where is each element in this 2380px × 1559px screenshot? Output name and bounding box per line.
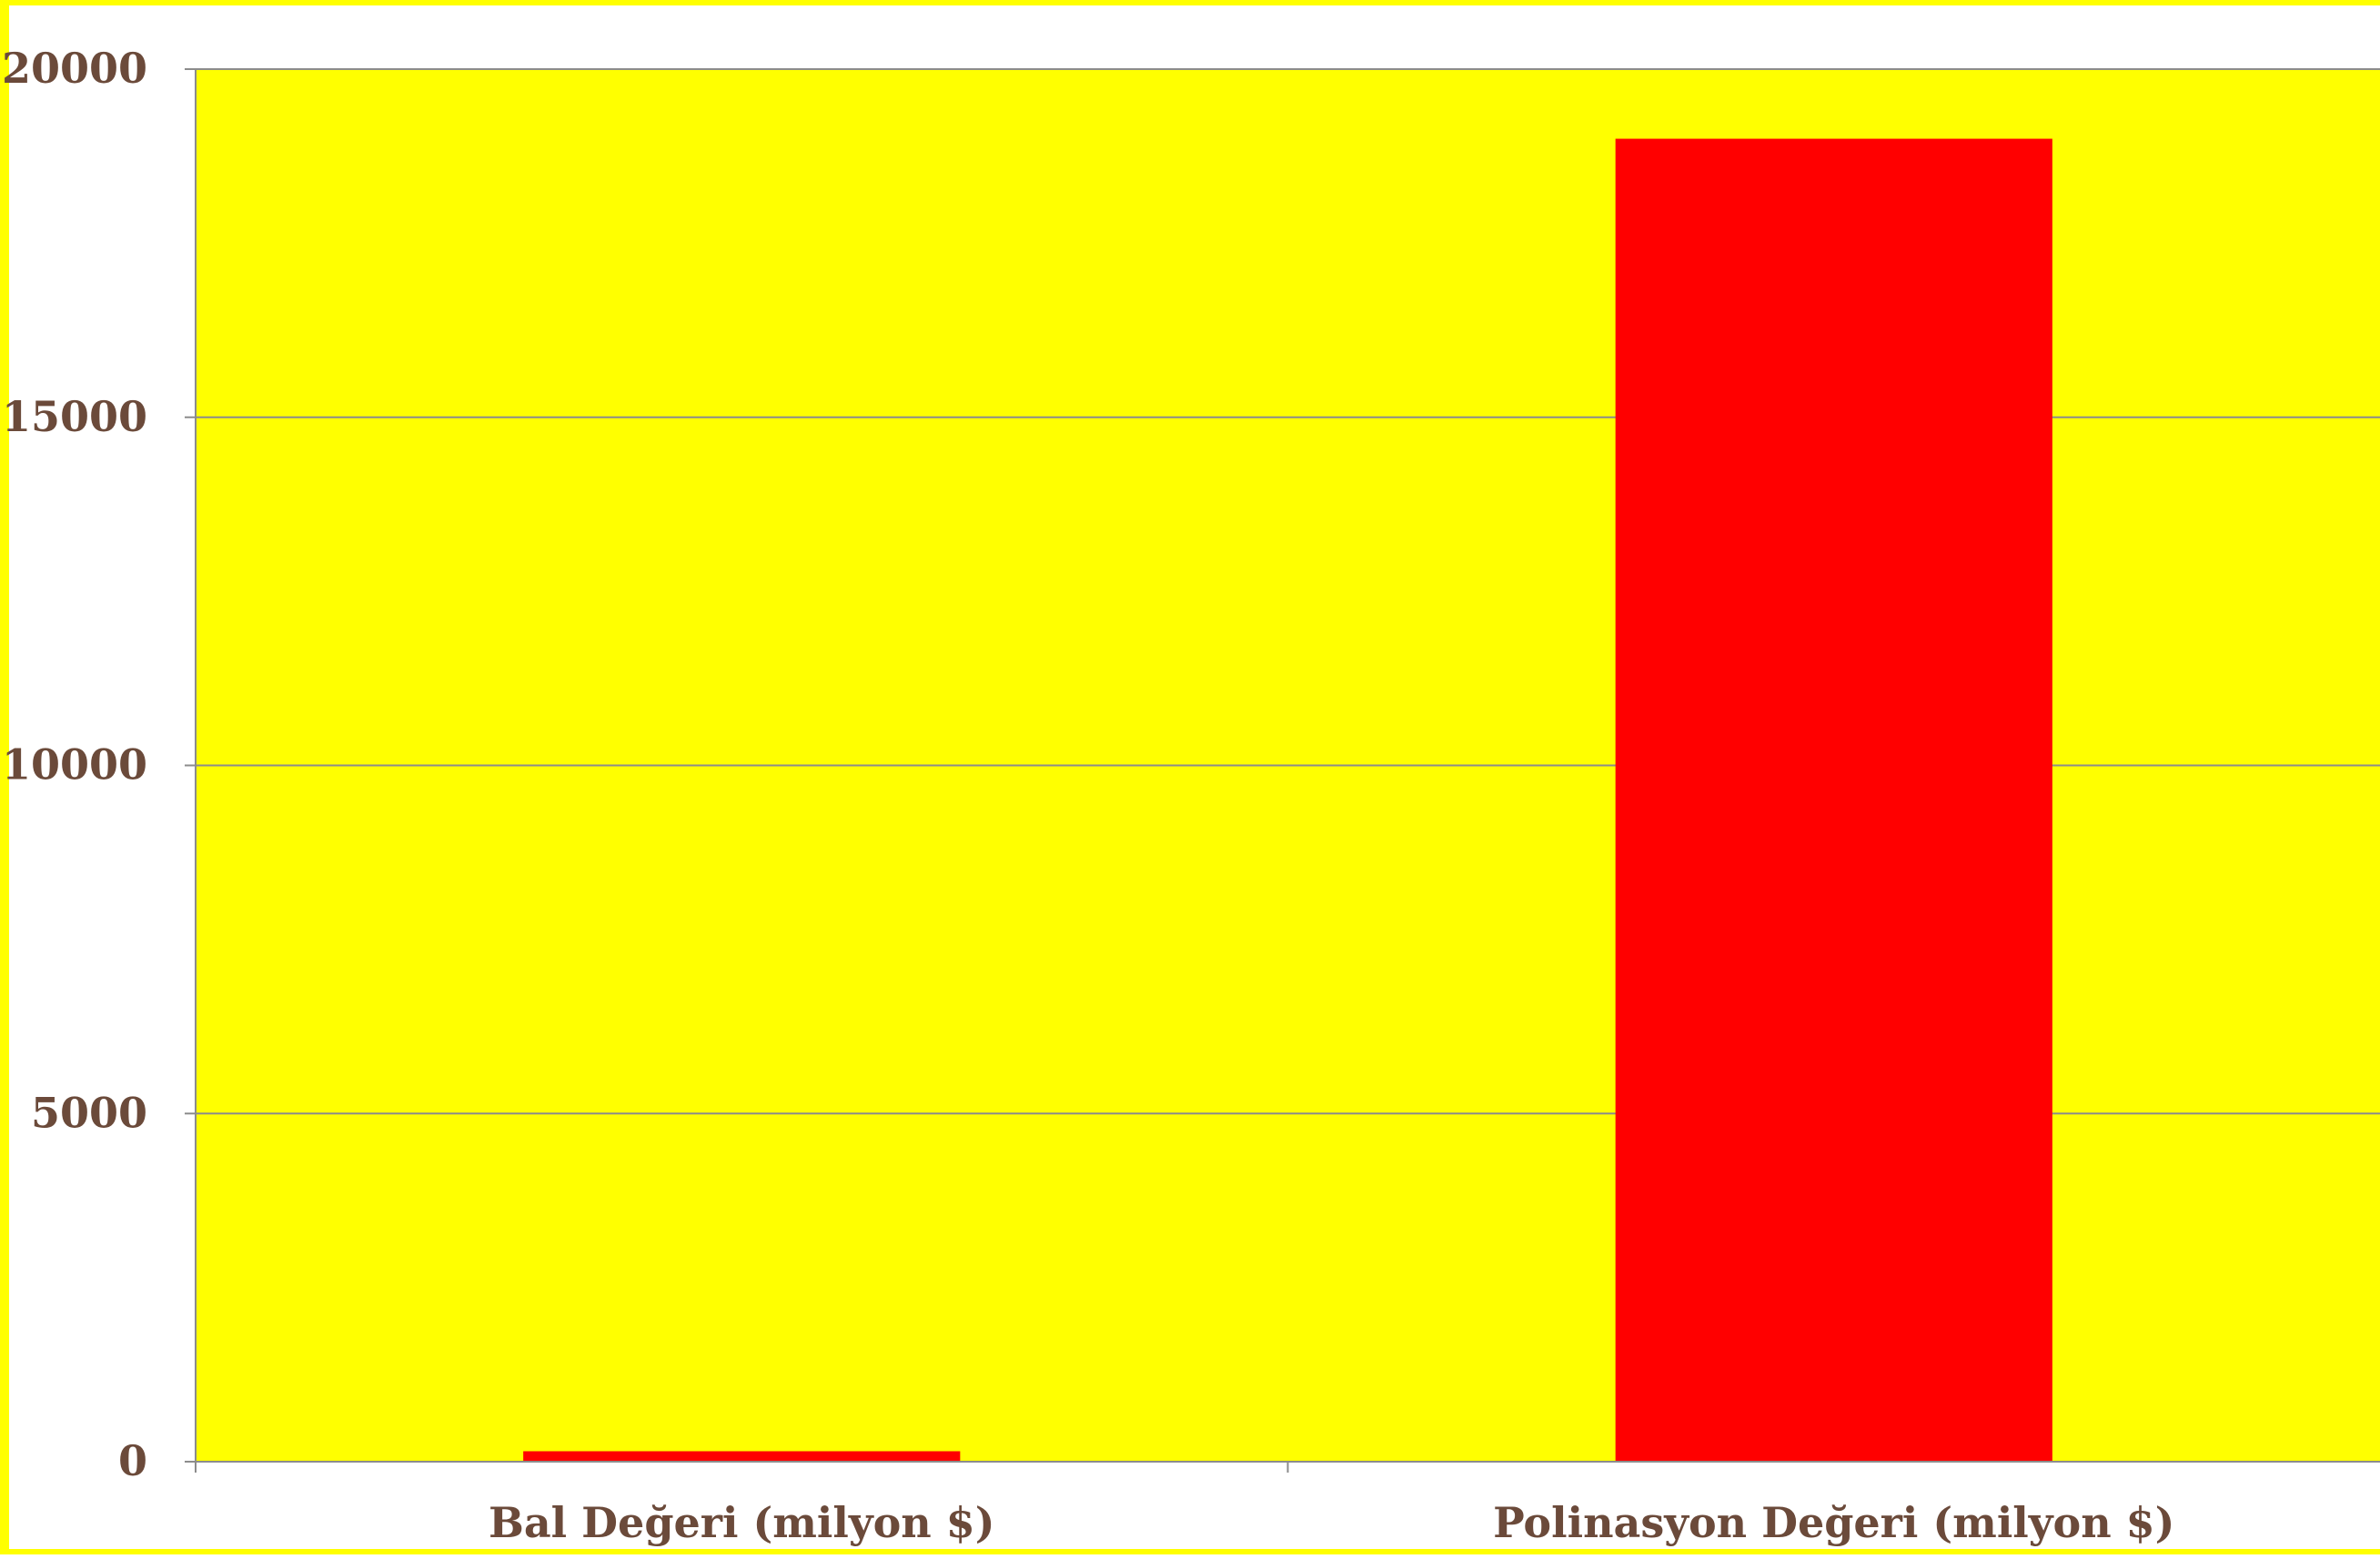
page-border-left <box>0 0 9 1554</box>
page-border-top <box>0 0 2380 5</box>
x-category-label: Bal Değeri (milyon $) <box>489 1498 995 1547</box>
x-category-label: Polinasyon Değeri (milyon $) <box>1493 1498 2174 1547</box>
bar-0 <box>523 1451 961 1462</box>
y-tick-label: 10000 <box>2 740 147 790</box>
y-tick-label: 15000 <box>2 392 147 441</box>
y-tick-label: 0 <box>118 1436 147 1485</box>
y-tick-label: 5000 <box>31 1088 147 1137</box>
y-tick-label: 20000 <box>2 44 147 93</box>
page-border-bottom <box>0 1549 2380 1554</box>
bar-1 <box>1615 138 2052 1462</box>
